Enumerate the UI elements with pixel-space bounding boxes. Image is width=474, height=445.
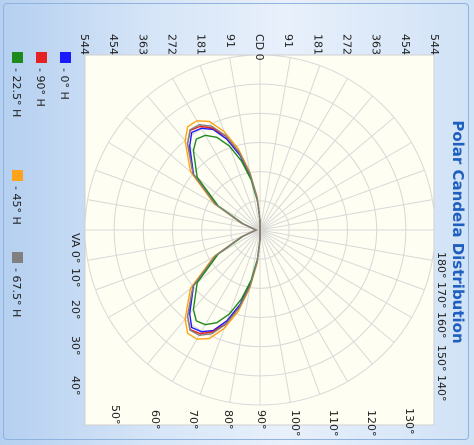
radial-tick-label: 454 (107, 34, 120, 55)
grid-spoke (229, 57, 261, 231)
grid-spoke (259, 169, 425, 231)
radial-tick-label: 181 (195, 34, 208, 55)
angle-tick-label: 150° (435, 345, 448, 372)
radial-tick-label: 544 (428, 34, 441, 55)
radial-tick-label: 454 (399, 34, 412, 55)
angle-tick-label: 20° (69, 300, 82, 320)
angle-tick-label: 100° (289, 410, 302, 437)
grid-spoke (108, 229, 261, 318)
grid-spoke (95, 169, 261, 231)
angle-tick-label: 30° (69, 336, 82, 356)
grid-spoke (259, 229, 291, 403)
angle-tick-label: 10° (69, 268, 82, 288)
grid-spoke (172, 78, 261, 231)
angle-tick-label: 120° (365, 410, 378, 437)
grid-spoke (259, 229, 395, 343)
radial-tick-label: 181 (311, 34, 324, 55)
radial-tick-label: 363 (370, 34, 383, 55)
grid-spoke (259, 229, 412, 318)
angle-tick-label: 80° (222, 410, 235, 430)
tick-labels: CD 0 91 91 181 181 272 272 363 363 454 454 544 544 VA… (69, 34, 448, 437)
angle-tick-label: 170° (435, 282, 448, 309)
angle-tick-label: 160° (435, 312, 448, 339)
legend-swatch (12, 52, 23, 63)
polar-grid (85, 55, 434, 406)
legend-label: - 90° H (34, 68, 47, 107)
legend-swatch (60, 52, 71, 63)
grid-spoke (259, 229, 321, 395)
grid-spoke (259, 142, 412, 231)
angle-tick-label: 180° (435, 252, 448, 279)
grid-spoke (259, 229, 348, 382)
angle-tick-label: 90° (255, 410, 268, 430)
angle-tick-label: 40° (69, 376, 82, 396)
legend-swatch (36, 52, 47, 63)
grid-spoke (95, 229, 261, 291)
chart-panel (3, 3, 469, 440)
series-line-4 (186, 123, 261, 337)
legend-label: - 0° H (58, 68, 71, 100)
angle-tick-label: 70° (187, 410, 200, 430)
radial-tick-label: 272 (341, 34, 354, 55)
grid-spoke (229, 229, 261, 403)
grid-spoke (259, 229, 425, 291)
grid-spoke (259, 229, 433, 261)
radial-tick-label: 363 (136, 34, 149, 55)
grid-spoke (259, 57, 291, 231)
legend-swatch (12, 170, 23, 181)
legend: - 0° H - 90° H - 22.5° H - 45° H - 67.5° H (10, 52, 71, 317)
legend-label: - 22.5° H (10, 68, 23, 117)
angle-tick-label: 140° (435, 375, 448, 402)
grid-spoke (259, 199, 433, 231)
grid-spoke (259, 229, 373, 365)
grid-spoke (172, 229, 261, 382)
grid-spoke (259, 95, 373, 231)
series-layer (184, 120, 261, 340)
angle-tick-label: 110° (327, 410, 340, 437)
radial-tick-label: 544 (78, 34, 91, 55)
radial-tick-label: CD 0 (253, 34, 266, 61)
grid-spoke (259, 65, 321, 231)
grid-spoke (147, 229, 261, 365)
legend-label: - 67.5° H (10, 268, 23, 317)
chart-title: Polar Candela Distribution (449, 120, 467, 343)
grid-spoke (87, 229, 261, 261)
radial-tick-label: 91 (224, 34, 237, 48)
radial-tick-label: 272 (166, 34, 179, 55)
legend-label: - 45° H (10, 186, 23, 225)
grid-spoke (87, 199, 261, 231)
angle-tick-label: VA 0° (69, 233, 82, 263)
grid-spoke (259, 117, 395, 231)
radial-tick-label: 91 (282, 34, 295, 48)
angle-tick-label: 60° (149, 410, 162, 430)
grid-spoke (108, 142, 261, 231)
angle-tick-label: 130° (403, 408, 416, 435)
legend-swatch (12, 252, 23, 263)
grid-spoke (259, 78, 348, 231)
angle-tick-label: 50° (109, 405, 122, 425)
grid-spoke (147, 95, 261, 231)
